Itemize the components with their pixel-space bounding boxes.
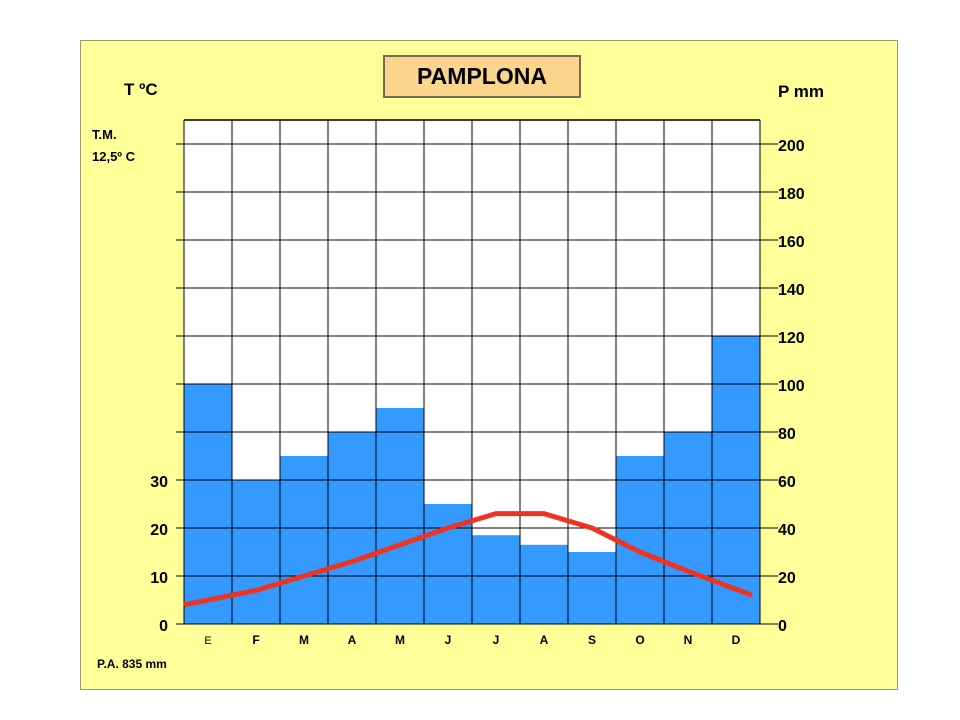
right-axis-tick-label: 60 bbox=[778, 474, 796, 491]
month-label: A bbox=[540, 633, 549, 647]
month-label: E bbox=[204, 635, 211, 647]
month-label: M bbox=[395, 633, 405, 647]
month-label: N bbox=[684, 633, 693, 647]
precipitation-bar bbox=[568, 552, 616, 624]
precipitation-bar bbox=[520, 544, 568, 624]
month-label: A bbox=[348, 633, 357, 647]
right-axis-tick-label: 100 bbox=[778, 378, 805, 395]
left-axis-tick-label: 20 bbox=[150, 522, 168, 539]
precipitation-bar bbox=[616, 456, 664, 624]
month-label: O bbox=[635, 633, 644, 647]
annual-temp-label: T.M. bbox=[92, 127, 117, 142]
month-label: D bbox=[732, 633, 741, 647]
left-axis-title: T ºC bbox=[124, 80, 158, 99]
right-axis-tick-label: 0 bbox=[778, 618, 787, 635]
left-axis-tick-label: 0 bbox=[159, 618, 168, 635]
right-axis-tick-label: 80 bbox=[778, 426, 796, 443]
right-axis-tick-label: 120 bbox=[778, 330, 805, 347]
precipitation-bar bbox=[376, 408, 424, 624]
precipitation-bar bbox=[280, 456, 328, 624]
month-label: M bbox=[299, 633, 309, 647]
right-axis-tick-label: 160 bbox=[778, 234, 805, 251]
month-label: J bbox=[493, 633, 500, 647]
month-label: F bbox=[252, 633, 259, 647]
left-axis-tick-label: 30 bbox=[150, 474, 168, 491]
month-label: J bbox=[445, 633, 452, 647]
right-axis-tick-label: 20 bbox=[778, 570, 796, 587]
left-axis-tick-label: 10 bbox=[150, 570, 168, 587]
annual-precip-label: P.A. 835 mm bbox=[97, 657, 167, 671]
annual-temp-value: 12,5º C bbox=[92, 149, 136, 164]
month-label: S bbox=[588, 633, 596, 647]
precipitation-bar bbox=[184, 384, 232, 624]
right-axis-tick-label: 180 bbox=[778, 186, 805, 203]
temperature-line bbox=[183, 511, 753, 608]
right-axis-title: P mm bbox=[778, 82, 824, 101]
right-axis-tick-label: 200 bbox=[778, 138, 805, 155]
right-axis-tick-label: 40 bbox=[778, 522, 796, 539]
chart-title: PAMPLONA bbox=[383, 55, 581, 98]
right-axis-tick-label: 140 bbox=[778, 282, 805, 299]
precipitation-bar bbox=[232, 480, 280, 624]
precipitation-bar bbox=[472, 535, 520, 624]
